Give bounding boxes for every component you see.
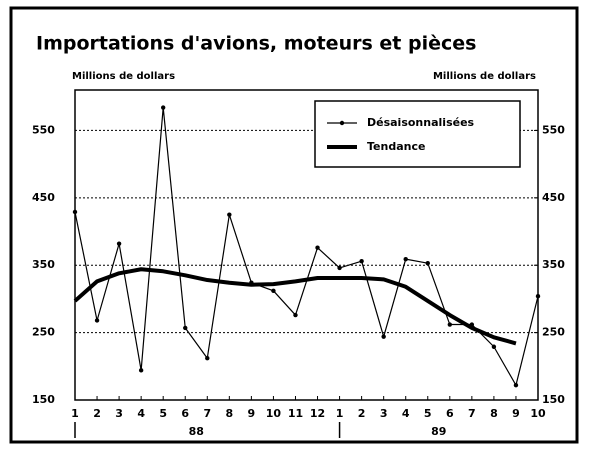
point: [447, 322, 453, 327]
y-tick-label: 450: [32, 191, 55, 204]
x-tick-label: 10: [530, 407, 546, 420]
x-tick-label: 5: [424, 407, 432, 420]
point: [271, 288, 276, 294]
x-tick-label: 9: [512, 407, 520, 420]
x-group-label: 89: [431, 425, 446, 438]
x-tick-label: 10: [266, 407, 282, 420]
x-tick-label: 2: [358, 407, 366, 420]
point: [337, 265, 342, 271]
x-tick-label: 5: [159, 407, 167, 420]
x-tick-label: 1: [71, 407, 79, 420]
point: [315, 245, 320, 250]
point: [535, 294, 541, 299]
x-tick-label: 8: [490, 407, 498, 420]
x-tick-label: 6: [446, 407, 454, 420]
legend-label: Tendance: [367, 140, 425, 153]
legend-label: Désaisonnalisées: [367, 116, 475, 129]
point: [513, 382, 519, 388]
legend-point: [339, 120, 345, 126]
plot-area: [74, 89, 539, 401]
y2-tick-label: 550: [542, 123, 565, 136]
point: [293, 312, 298, 318]
x-tick-label: 9: [248, 407, 256, 420]
x-tick-label: 7: [203, 407, 211, 420]
x-tick-label: 8: [226, 407, 234, 420]
point: [94, 318, 100, 323]
y-tick-label: 550: [32, 123, 55, 136]
x-tick-label: 12: [310, 407, 325, 420]
point: [403, 256, 408, 262]
y-tick-label: 150: [32, 393, 55, 406]
x-tick-label: 4: [402, 407, 410, 420]
point: [381, 334, 386, 339]
y-tick-label: 350: [32, 258, 55, 271]
x-tick-label: 6: [181, 407, 189, 420]
y-axis-label: Millions de dollars: [72, 71, 175, 82]
y2-tick-label: 350: [542, 258, 565, 271]
frame: [9, 6, 579, 444]
x-tick-label: 2: [93, 407, 101, 420]
y-tick-label: 250: [32, 326, 55, 339]
x-tick-label: 1: [336, 407, 344, 420]
point: [491, 344, 497, 349]
chart-title: Importations d'avions, moteurs et pièces: [36, 33, 476, 55]
point: [116, 241, 122, 246]
y2-tick-label: 150: [542, 393, 565, 406]
legend-box: [314, 100, 521, 168]
point: [359, 258, 364, 264]
y2-tick-label: 250: [542, 326, 565, 339]
x-group-label: 88: [189, 425, 204, 438]
x-tick-label: 4: [137, 407, 145, 420]
point: [72, 209, 78, 215]
trend-line: [73, 267, 517, 346]
x-tick-label: 3: [115, 407, 123, 420]
point: [425, 260, 430, 266]
x-tick-label: 7: [468, 407, 476, 420]
x-tick-label: 3: [380, 407, 388, 420]
y2-axis-label: Millions de dollars: [433, 71, 536, 82]
y2-tick-label: 450: [542, 191, 565, 204]
point: [205, 356, 210, 361]
point: [183, 325, 188, 331]
point: [160, 105, 166, 110]
point: [138, 368, 144, 373]
x-tick-label: 11: [288, 407, 303, 420]
point: [227, 212, 232, 217]
